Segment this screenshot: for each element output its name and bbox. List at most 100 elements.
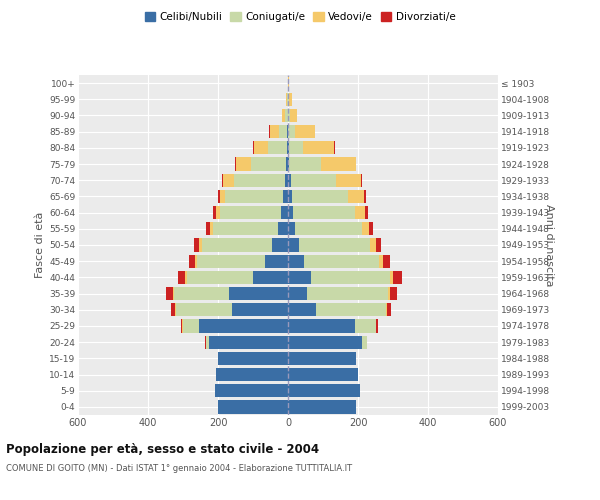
Bar [388,287,389,300]
Bar [361,222,368,235]
Bar [268,141,287,154]
Bar [288,270,311,284]
Bar [291,174,337,187]
Bar [214,206,216,220]
Bar [283,190,288,203]
Bar [288,141,289,154]
Bar [287,125,288,138]
Bar [293,206,355,220]
Bar [321,158,356,170]
Bar [288,368,358,381]
Bar [288,287,307,300]
Bar [361,336,367,349]
Y-axis label: Anni di nascita: Anni di nascita [544,204,554,286]
Bar [175,303,176,316]
Bar [181,320,182,332]
Bar [187,270,253,284]
Bar [337,174,361,187]
Bar [289,92,292,106]
Bar [218,352,288,365]
Bar [195,254,197,268]
Bar [265,254,288,268]
Bar [365,206,368,220]
Bar [220,206,281,220]
Bar [289,141,303,154]
Bar [185,270,187,284]
Bar [215,384,288,398]
Bar [288,206,293,220]
Bar [206,336,209,349]
Bar [220,190,225,203]
Bar [304,254,379,268]
Text: Popolazione per età, sesso e stato civile - 2004: Popolazione per età, sesso e stato civil… [6,442,319,456]
Bar [364,190,366,203]
Bar [225,190,283,203]
Bar [277,222,288,235]
Bar [295,125,314,138]
Bar [288,190,292,203]
Bar [270,125,278,138]
Bar [288,303,316,316]
Bar [178,270,185,284]
Bar [299,238,370,252]
Bar [288,384,360,398]
Bar [370,238,376,252]
Y-axis label: Fasce di età: Fasce di età [35,212,45,278]
Bar [311,270,389,284]
Bar [182,320,183,332]
Bar [303,141,334,154]
Bar [287,141,288,154]
Bar [174,287,229,300]
Bar [288,254,304,268]
Bar [251,158,286,170]
Bar [288,109,290,122]
Bar [216,206,220,220]
Bar [209,336,288,349]
Bar [288,400,356,413]
Bar [166,287,173,300]
Bar [205,336,206,349]
Bar [254,141,268,154]
Bar [289,158,321,170]
Bar [197,254,265,268]
Bar [388,303,391,316]
Bar [379,254,383,268]
Bar [290,109,297,122]
Bar [376,238,381,252]
Bar [287,92,288,106]
Bar [235,158,251,170]
Bar [288,336,361,349]
Bar [222,174,223,187]
Bar [199,238,202,252]
Bar [284,174,288,187]
Bar [218,190,220,203]
Bar [282,109,285,122]
Bar [173,287,174,300]
Bar [307,287,388,300]
Bar [289,125,295,138]
Bar [393,270,402,284]
Bar [292,190,348,203]
Bar [281,206,288,220]
Bar [348,190,364,203]
Bar [223,174,234,187]
Bar [199,320,288,332]
Bar [206,222,210,235]
Bar [216,368,288,381]
Bar [194,238,199,252]
Bar [368,222,373,235]
Bar [253,270,288,284]
Bar [172,303,175,316]
Bar [295,222,361,235]
Bar [210,222,213,235]
Bar [386,303,388,316]
Bar [383,254,390,268]
Bar [316,303,386,316]
Bar [376,320,378,332]
Bar [288,222,295,235]
Bar [183,320,199,332]
Bar [278,125,287,138]
Bar [286,158,288,170]
Bar [355,320,376,332]
Bar [288,320,355,332]
